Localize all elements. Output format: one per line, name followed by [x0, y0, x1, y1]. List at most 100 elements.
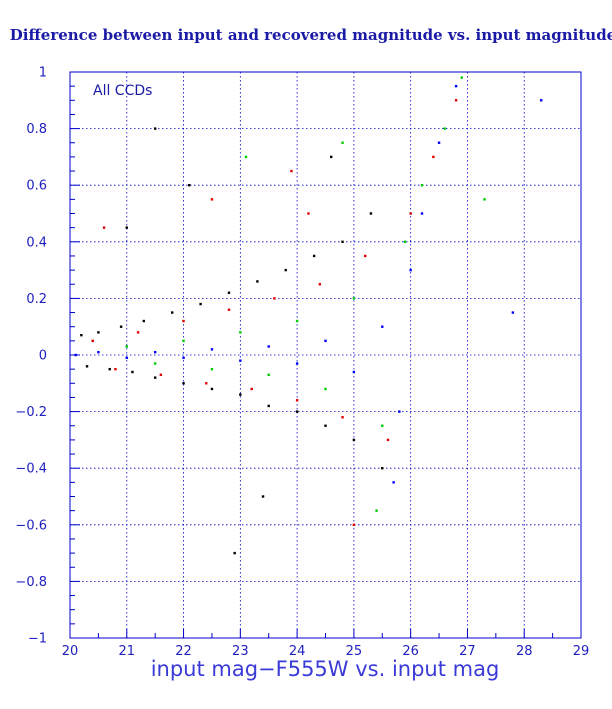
data-point: [102, 226, 106, 229]
data-point: [432, 155, 435, 159]
data-point: [511, 311, 515, 314]
data-point: [420, 212, 424, 215]
data-point: [386, 438, 390, 442]
y-tick-label: 0: [39, 349, 47, 364]
x-tick-label: 29: [573, 644, 590, 659]
data-point: [153, 127, 157, 130]
data-point: [125, 226, 128, 229]
data-point: [205, 382, 208, 385]
y-tick-label: −0.6: [15, 518, 47, 533]
x-tick-label: 25: [346, 644, 363, 659]
data-point: [381, 467, 384, 470]
data-point: [261, 495, 265, 498]
data-point: [329, 155, 333, 159]
data-point: [171, 311, 174, 314]
data-point: [324, 424, 327, 427]
data-point: [119, 325, 123, 328]
y-tick-label: 0.8: [26, 122, 47, 137]
data-point: [352, 370, 356, 374]
y-tick-label: 0.6: [26, 179, 47, 194]
data-point: [381, 424, 384, 427]
data-point: [210, 198, 214, 201]
data-point: [80, 333, 83, 337]
data-point: [307, 212, 310, 215]
data-point: [210, 367, 214, 371]
x-tick-label: 23: [232, 644, 249, 659]
data-point: [131, 370, 134, 374]
x-tick-label: 27: [459, 644, 476, 659]
data-point: [97, 331, 100, 334]
data-point: [227, 308, 231, 311]
x-tick-label: 21: [119, 644, 136, 659]
data-point: [114, 367, 117, 371]
y-tick-label: −0.4: [15, 462, 47, 477]
data-point: [273, 297, 276, 300]
data-point: [210, 348, 214, 351]
data-point: [108, 367, 111, 371]
data-point: [392, 481, 395, 484]
data-points: [74, 76, 543, 555]
x-axis-ticks: 20 21 22 23 24 25 26 27 28 29: [62, 629, 590, 659]
data-point: [210, 387, 214, 391]
data-point: [443, 127, 446, 130]
y-tick-label: −1: [28, 632, 47, 647]
data-point: [341, 240, 344, 243]
data-point: [233, 551, 236, 555]
data-point: [256, 280, 259, 283]
data-point: [153, 376, 157, 379]
data-point: [341, 416, 344, 419]
data-point: [375, 509, 378, 512]
data-point: [364, 254, 367, 258]
data-point: [290, 169, 293, 173]
y-tick-label: −0.2: [15, 405, 47, 420]
data-point: [159, 373, 163, 377]
data-point: [182, 339, 185, 343]
data-point: [398, 410, 401, 413]
data-point: [91, 339, 94, 343]
data-point: [199, 302, 202, 306]
data-point: [295, 362, 299, 365]
data-point: [239, 331, 242, 334]
data-point: [295, 399, 299, 402]
data-point: [153, 362, 157, 365]
data-point: [284, 268, 287, 272]
data-point: [324, 339, 327, 343]
data-point: [267, 373, 270, 377]
data-point: [188, 184, 191, 187]
x-tick-label: 20: [62, 644, 79, 659]
data-point: [227, 291, 231, 294]
data-point: [136, 331, 140, 334]
data-point: [460, 76, 463, 79]
data-point: [409, 268, 412, 272]
data-point: [403, 240, 407, 243]
data-point: [239, 359, 242, 362]
data-point: [540, 99, 543, 102]
data-point: [437, 141, 441, 144]
data-point: [267, 404, 270, 408]
ccd-annotation: All CCDs: [93, 83, 152, 99]
data-point: [454, 84, 458, 88]
data-point: [250, 387, 253, 391]
y-axis-ticks: −1 −0.8 −0.6 −0.4 −0.2 0 0.2 0.4 0.6 0.8 1: [15, 66, 80, 647]
data-point: [454, 99, 458, 102]
y-tick-label: −0.8: [15, 575, 47, 590]
x-tick-label: 22: [175, 644, 192, 659]
data-point: [182, 382, 185, 385]
y-tick-label: 0.2: [26, 292, 47, 307]
data-point: [182, 319, 185, 323]
data-point: [381, 325, 384, 328]
y-tick-label: 0.4: [26, 235, 47, 250]
data-point: [295, 319, 299, 323]
data-point: [352, 523, 356, 526]
data-point: [409, 212, 412, 215]
data-point: [483, 198, 486, 201]
data-point: [324, 387, 327, 391]
data-point: [352, 438, 356, 442]
data-point: [142, 319, 146, 323]
x-axis-label: input mag−F555W vs. input mag: [151, 657, 500, 681]
data-point: [125, 345, 128, 348]
data-point: [341, 141, 344, 144]
data-point: [244, 155, 248, 159]
chart-title: Difference between input and recovered m…: [10, 26, 612, 44]
